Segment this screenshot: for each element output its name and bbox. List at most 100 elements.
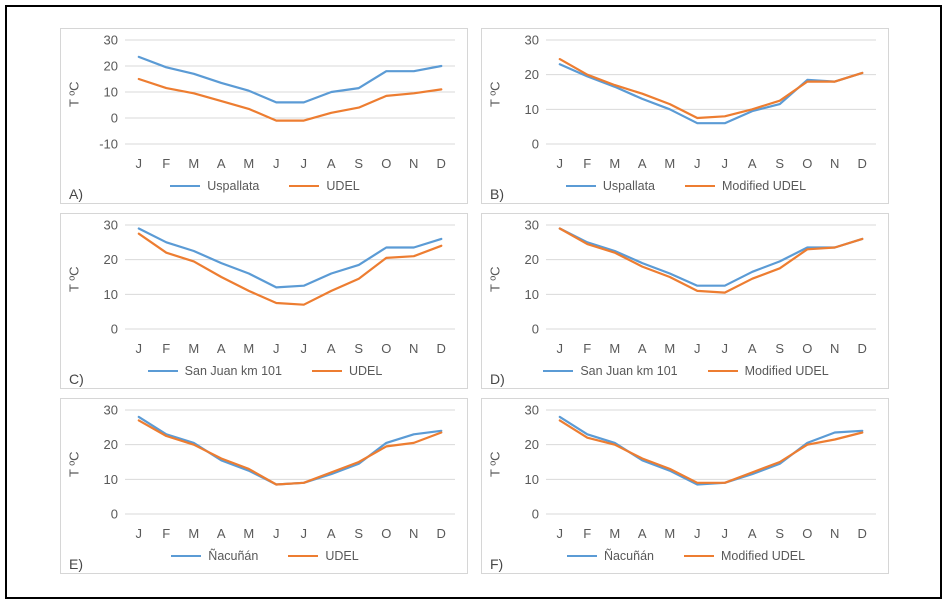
svg-text:M: M — [609, 526, 620, 541]
svg-text:0: 0 — [111, 507, 118, 522]
plot-row: T ºC 30 20 10 0 -10 J F M A M J J A S O N D — [65, 34, 465, 176]
legend-b: Uspallata Modified UDEL — [486, 177, 886, 195]
svg-text:20: 20 — [104, 59, 118, 74]
chart-panel-c: T ºC 30 20 10 0 J F M A M J J A S O N D San Juan km 101… — [60, 213, 468, 389]
y-axis-title: T ºC — [487, 451, 503, 477]
line-chart-b: 30 20 10 0 J F M A M J J A S O N D — [525, 34, 876, 171]
legend-item: UDEL — [289, 179, 360, 193]
svg-text:J: J — [694, 156, 701, 171]
svg-text:J: J — [273, 156, 280, 171]
series2-label: UDEL — [325, 549, 359, 563]
chart-panel-a: T ºC 30 20 10 0 -10 J F M A M J J A S O N D Uspallata UD… — [60, 28, 468, 204]
series1-label: Ñacuñán — [603, 549, 654, 563]
svg-text:20: 20 — [104, 252, 118, 267]
svg-text:J: J — [722, 156, 729, 171]
y-axis-title: T ºC — [487, 266, 503, 292]
series1-label: San Juan km 101 — [184, 364, 282, 378]
svg-text:30: 30 — [104, 34, 118, 48]
y-axis-title: T ºC — [487, 81, 503, 107]
svg-text:0: 0 — [532, 507, 539, 522]
svg-text:J: J — [136, 341, 143, 356]
plot-row: T ºC 30 20 10 0 J F M A M J J A S O N D — [486, 219, 886, 361]
svg-text:F: F — [583, 156, 591, 171]
svg-text:20: 20 — [525, 437, 539, 452]
series1-line-swatch — [170, 184, 201, 188]
chart-panel-d: T ºC 30 20 10 0 J F M A M J J A S O N D San Juan km 101… — [481, 213, 889, 389]
svg-text:J: J — [273, 526, 280, 541]
chart-grid: T ºC 30 20 10 0 -10 J F M A M J J A S O N D Uspallata UD… — [60, 28, 889, 574]
svg-text:N: N — [409, 526, 418, 541]
series1-line-swatch — [171, 554, 202, 558]
svg-text:O: O — [381, 526, 391, 541]
series1-label: Uspallata — [207, 179, 260, 193]
y-axis-title: T ºC — [66, 81, 82, 107]
svg-text:N: N — [830, 526, 839, 541]
svg-text:A: A — [217, 526, 226, 541]
svg-text:10: 10 — [104, 472, 118, 487]
plot-row: T ºC 30 20 10 0 J F M A M J J A S O N D — [65, 404, 465, 546]
svg-text:10: 10 — [525, 287, 539, 302]
svg-text:J: J — [301, 526, 308, 541]
y-axis-title: T ºC — [66, 266, 82, 292]
svg-text:J: J — [722, 341, 729, 356]
line-chart-a: 30 20 10 0 -10 J F M A M J J A S O N D — [99, 34, 455, 171]
svg-text:M: M — [609, 341, 620, 356]
legend-item: Modified UDEL — [707, 364, 829, 378]
svg-text:F: F — [583, 526, 591, 541]
line-chart-f: 30 20 10 0 J F M A M J J A S O N D — [525, 404, 876, 541]
legend-item: Uspallata — [565, 179, 655, 193]
legend-e: Ñacuñán UDEL — [65, 547, 465, 565]
line-chart-e: 30 20 10 0 J F M A M J J A S O N D — [104, 404, 455, 541]
svg-text:D: D — [437, 526, 446, 541]
svg-text:D: D — [437, 156, 446, 171]
svg-text:N: N — [830, 341, 839, 356]
legend-item: San Juan km 101 — [543, 364, 678, 378]
plot-row: T ºC 30 20 10 0 J F M A M J J A S O N D — [486, 34, 886, 176]
series2-label: Modified UDEL — [720, 549, 806, 563]
svg-text:O: O — [381, 156, 391, 171]
svg-text:J: J — [136, 526, 143, 541]
panel-label-d: D) — [490, 371, 505, 387]
legend-c: San Juan km 101 UDEL — [65, 362, 465, 380]
panel-label-a: A) — [69, 186, 83, 202]
svg-text:J: J — [557, 526, 564, 541]
svg-text:N: N — [409, 156, 418, 171]
series1-label: San Juan km 101 — [580, 364, 678, 378]
chart-panel-f: T ºC 30 20 10 0 J F M A M J J A S O N D Ñacuñán Modifie… — [481, 398, 889, 574]
panel-label-b: B) — [490, 186, 504, 202]
series1-line-swatch — [566, 554, 597, 558]
svg-text:A: A — [638, 156, 647, 171]
plot-row: T ºC 30 20 10 0 J F M A M J J A S O N D — [486, 404, 886, 546]
series2-label: UDEL — [348, 364, 383, 378]
svg-text:S: S — [775, 341, 784, 356]
series1-label: Ñacuñán — [208, 549, 259, 563]
svg-text:M: M — [609, 156, 620, 171]
svg-text:A: A — [748, 341, 757, 356]
svg-text:J: J — [301, 341, 308, 356]
series2-line-swatch — [685, 184, 716, 188]
svg-text:20: 20 — [525, 252, 539, 267]
legend-item: Uspallata — [170, 179, 259, 193]
series2-line-swatch — [311, 369, 342, 373]
svg-text:J: J — [557, 156, 564, 171]
svg-text:N: N — [830, 156, 839, 171]
svg-text:30: 30 — [104, 219, 118, 233]
svg-text:O: O — [802, 341, 812, 356]
svg-text:M: M — [243, 341, 254, 356]
series2-line-swatch — [289, 184, 320, 188]
svg-text:D: D — [858, 156, 867, 171]
legend-item: Modified UDEL — [683, 549, 806, 563]
svg-text:D: D — [858, 341, 867, 356]
svg-text:M: M — [188, 341, 199, 356]
svg-text:J: J — [694, 341, 701, 356]
svg-text:10: 10 — [525, 472, 539, 487]
svg-text:20: 20 — [525, 67, 539, 82]
svg-text:O: O — [381, 341, 391, 356]
series2-label: Modified UDEL — [722, 179, 807, 193]
chart-panel-b: T ºC 30 20 10 0 J F M A M J J A S O N D Uspallata Modif… — [481, 28, 889, 204]
svg-text:J: J — [136, 156, 143, 171]
svg-text:0: 0 — [532, 137, 539, 152]
series1-line-swatch — [147, 369, 178, 373]
svg-text:S: S — [775, 156, 784, 171]
